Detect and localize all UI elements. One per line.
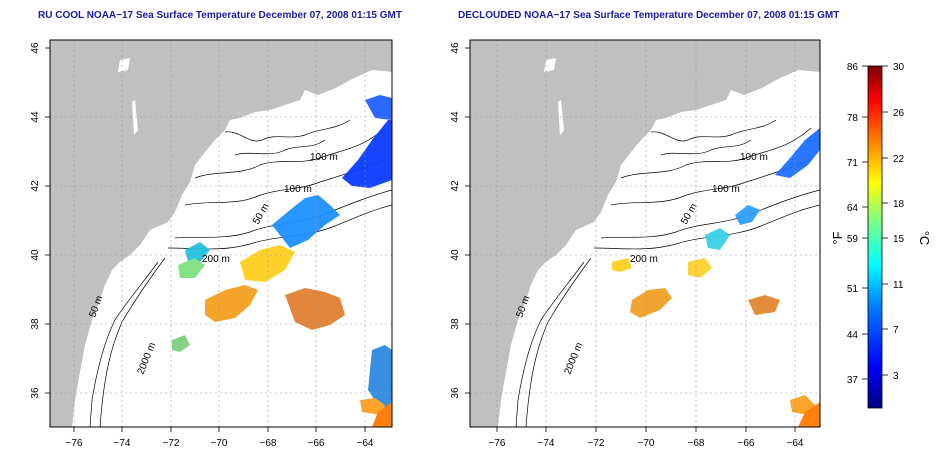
left-lat-tick: 44: [30, 111, 41, 123]
left-lon-tick: −76: [66, 438, 83, 449]
left-lon-tick: −66: [308, 438, 325, 449]
right-lon-tick: −72: [588, 438, 605, 449]
right-map-panel: 100 m 100 m 50 m 200 m 50 m 2000 m: [469, 39, 821, 428]
right-map-title: DECLOUDED NOAA−17 Sea Surface Temperatur…: [458, 10, 840, 21]
colorbar-f-tick: 44: [847, 330, 859, 341]
colorbar-f-tick: 51: [847, 284, 859, 295]
right-lon-tick: −74: [538, 438, 555, 449]
right-land: [470, 40, 820, 427]
colorbar-c-label: °C: [917, 231, 932, 246]
colorbar-c-tick: 7: [893, 325, 899, 336]
colorbar-f-tick: 78: [847, 113, 859, 124]
colorbar-f-tick: 86: [847, 62, 859, 73]
right-lat-tick: 42: [450, 180, 461, 192]
left-contour-label-200: 200 m: [202, 254, 230, 265]
left-land: [50, 40, 392, 427]
left-lat-tick: 38: [30, 318, 41, 330]
right-contour-label-100a: 100 m: [740, 152, 768, 163]
left-map-panel: 100 m 100 m 50 m 200 m 50 m 2000 m: [49, 39, 393, 428]
right-contour-label-200: 200 m: [630, 254, 658, 265]
left-contour-label-100a: 100 m: [310, 152, 338, 163]
colorbar-gradient: [867, 65, 883, 409]
left-lat-tick: 46: [30, 42, 41, 54]
left-lon-tick: −74: [114, 438, 131, 449]
colorbar-f-label: °F: [830, 231, 845, 244]
right-lat-tick: 44: [450, 111, 461, 123]
colorbar-c-tick: 3: [893, 371, 899, 382]
right-lat-tick: 38: [450, 318, 461, 330]
right-lat-tick: 46: [450, 42, 461, 54]
left-lon-tick: −64: [357, 438, 374, 449]
colorbar-c-tick: 18: [893, 199, 905, 210]
colorbar-c-tick: 30: [893, 62, 905, 73]
colorbar-f-tick: 37: [847, 375, 859, 386]
colorbar-c-tick: 26: [893, 108, 905, 119]
right-axes: −76 −74 −72 −70 −68 −66 −64 46 44 42 40 …: [450, 42, 804, 449]
right-lon-tick: −64: [787, 438, 804, 449]
colorbar-c-tick: 22: [893, 154, 905, 165]
colorbar-f-tick: 59: [847, 234, 859, 245]
left-lon-tick: −72: [163, 438, 180, 449]
right-contour-label-100b: 100 m: [712, 184, 740, 195]
left-lat-tick: 36: [30, 387, 41, 399]
right-lon-tick: −68: [688, 438, 705, 449]
colorbar-c-tick: 11: [893, 280, 904, 291]
left-axes: −76 −74 −72 −70 −68 −66 −64 46 44 42 40 …: [30, 42, 374, 449]
left-map-title: RU COOL NOAA−17 Sea Surface Temperature …: [38, 10, 402, 21]
right-lon-tick: −70: [638, 438, 655, 449]
left-lat-tick: 42: [30, 180, 41, 192]
left-contour-label-100b: 100 m: [284, 184, 312, 195]
right-lat-tick: 36: [450, 387, 461, 399]
colorbar-f-tick: 64: [847, 203, 859, 214]
colorbar-f-tick: 71: [847, 158, 859, 169]
left-lat-tick: 40: [30, 249, 41, 261]
right-lon-tick: −66: [738, 438, 755, 449]
right-lat-tick: 40: [450, 249, 461, 261]
right-lon-tick: −76: [489, 438, 506, 449]
left-lon-tick: −70: [211, 438, 228, 449]
colorbar: 86 78 71 64 59 51 44 37 30 26 22 18 15 1…: [830, 62, 932, 409]
left-lon-tick: −68: [260, 438, 277, 449]
colorbar-c-tick: 15: [893, 234, 905, 245]
